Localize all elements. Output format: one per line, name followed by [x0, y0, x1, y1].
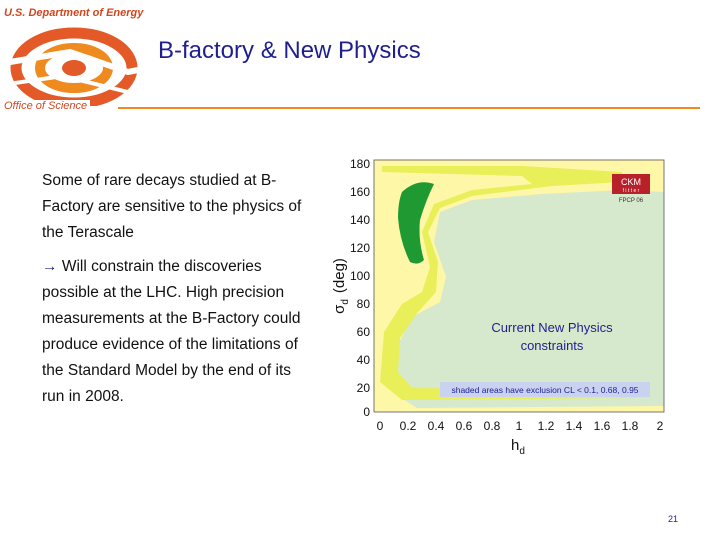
y-tick-label: 100 [350, 269, 370, 283]
x-tick-label: 2 [657, 419, 664, 433]
doe-logo [8, 27, 149, 106]
arrow-icon: → [42, 258, 58, 275]
y-tick-label: 120 [350, 241, 370, 255]
slide-body: Some of rare decays studied at B-Factory… [42, 168, 314, 418]
ckm-constraint-plot: 180 160 140 120 100 80 60 40 20 0 0 0.2 … [331, 157, 665, 457]
slide-title: B-factory & New Physics [158, 37, 421, 64]
body-paragraph-2: → Will constrain the discoveries possibl… [42, 254, 314, 410]
y-tick-label: 80 [357, 297, 371, 311]
ckm-badge [612, 174, 650, 194]
y-tick-label: 160 [350, 185, 370, 199]
ckm-badge-tag: FPCP 06 [619, 198, 644, 204]
office-name: Office of Science [4, 100, 91, 112]
annotation-line-2: constraints [521, 338, 584, 353]
x-axis-label: hd [511, 437, 525, 457]
x-tick-label: 1.6 [594, 419, 611, 433]
x-tick-label: 1 [516, 419, 523, 433]
x-tick-label: 0.2 [400, 419, 417, 433]
y-tick-label: 140 [350, 213, 370, 227]
agency-name: U.S. Department of Energy [4, 7, 144, 19]
x-tick-label: 0.4 [428, 419, 445, 433]
body-paragraph-2-text: Will constrain the discoveries possible … [42, 258, 301, 405]
legend-note-box [440, 382, 650, 397]
legend-note: shaded areas have exclusion CL < 0.1, 0.… [451, 385, 638, 395]
y-axis-label: σd(deg) [331, 258, 351, 314]
y-tick-label: 180 [350, 157, 370, 171]
body-paragraph-1: Some of rare decays studied at B-Factory… [42, 172, 302, 241]
x-tick-label: 0.6 [456, 419, 473, 433]
header-divider [118, 107, 700, 109]
ckm-badge-label: CKM [621, 177, 641, 187]
y-tick-label: 40 [357, 353, 371, 367]
middle-allowed-region [380, 166, 642, 400]
x-tick-label: 0.8 [484, 419, 501, 433]
y-tick-label: 0 [363, 405, 370, 419]
y-tick-label: 20 [357, 381, 371, 395]
annotation-line-1: Current New Physics [491, 320, 613, 335]
x-tick-label: 1.2 [538, 419, 555, 433]
y-tick-label: 60 [357, 325, 371, 339]
x-tick-label: 1.8 [622, 419, 639, 433]
ckm-badge-sub: f i t t e r [623, 188, 640, 194]
x-tick-label: 1.4 [566, 419, 583, 433]
page-number: 21 [667, 514, 678, 524]
x-tick-label: 0 [377, 419, 384, 433]
core-allowed-region [398, 182, 434, 264]
